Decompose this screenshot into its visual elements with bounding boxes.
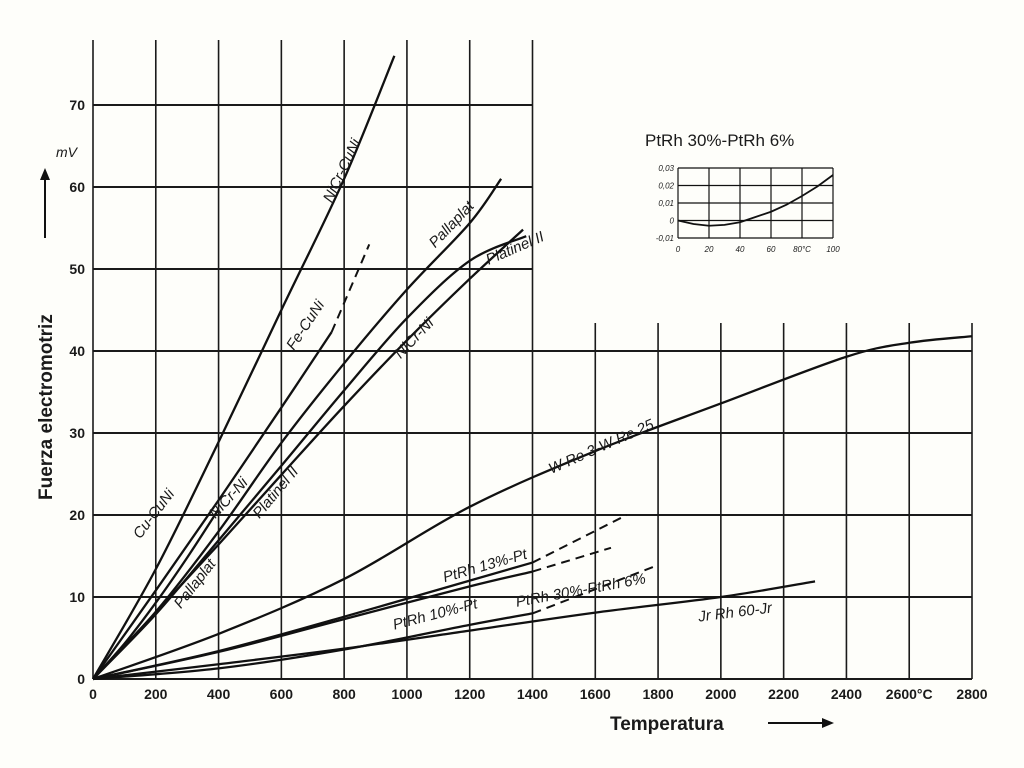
series-line-pallaplat bbox=[92, 178, 503, 680]
inset-x-tick-2: 40 bbox=[736, 245, 745, 254]
y-tick-label-0: 0 bbox=[77, 671, 85, 687]
axis-ticks: 0 200 400 600 800 1000 1200 1400 1600 1800 2000 220… bbox=[69, 97, 987, 702]
series-line-ptrh-30-ptrh-6- bbox=[92, 612, 533, 681]
x-tick-label-14: 2800 bbox=[956, 686, 987, 702]
x-tick-label-2: 400 bbox=[207, 686, 231, 702]
inset-x-tick-3: 60 bbox=[767, 245, 776, 254]
series-line-fe-cuni bbox=[92, 331, 333, 680]
series-line-ptrh-30-ptrh-6-extrapolaci-n- bbox=[532, 564, 659, 615]
y-tick-label-3: 30 bbox=[69, 425, 85, 441]
x-tick-label-12: 2400 bbox=[831, 686, 862, 702]
x-tick-label-10: 2000 bbox=[705, 686, 736, 702]
y-tick-label-5: 50 bbox=[69, 261, 85, 277]
inset-grid bbox=[677, 167, 834, 239]
grid-lines bbox=[92, 40, 973, 680]
inset-x-tick-1: 20 bbox=[704, 245, 714, 254]
inset-x-tick-5: 100 bbox=[826, 245, 840, 254]
inset-y-tick-4: -0,01 bbox=[656, 234, 674, 243]
inset-y-tick-0: 0,03 bbox=[658, 164, 674, 173]
y-axis-label: Fuerza electromotriz bbox=[36, 314, 57, 500]
series-line-ptrh-10-pt-extrapolaci-n- bbox=[532, 546, 612, 573]
inset-y-tick-1: 0,02 bbox=[658, 182, 674, 191]
curve-label-1: Fe-CuNi bbox=[283, 297, 328, 353]
curve-label-13: Jr Rh 60-Jr bbox=[696, 599, 774, 625]
inset-y-tick-2: 0,01 bbox=[658, 199, 674, 208]
inset-y-tick-3: 0 bbox=[670, 217, 675, 226]
x-tick-label-4: 800 bbox=[332, 686, 356, 702]
inset-x-tick-0: 0 bbox=[676, 245, 681, 254]
x-tick-label-13: 2600°C bbox=[886, 686, 933, 702]
series-line-ptrh-10-pt bbox=[92, 570, 533, 681]
x-tick-label-6: 1200 bbox=[454, 686, 485, 702]
y-tick-label-2: 20 bbox=[69, 507, 85, 523]
series-curves bbox=[92, 55, 973, 681]
x-tick-label-3: 600 bbox=[270, 686, 294, 702]
inset-title: PtRh 30%-PtRh 6% bbox=[645, 131, 794, 150]
curve-label-5: Cu-CuNi bbox=[130, 486, 179, 543]
series-line-w-re-3-w-re-25 bbox=[92, 335, 973, 681]
inset-x-tick-4: 80°C bbox=[793, 245, 811, 254]
y-tick-label-4: 40 bbox=[69, 343, 85, 359]
curve-label-0: NiCr-CuNi bbox=[320, 136, 365, 205]
x-tick-label-0: 0 bbox=[89, 686, 97, 702]
x-tick-label-1: 200 bbox=[144, 686, 168, 702]
series-line-jr-rh-60-jr bbox=[92, 580, 816, 681]
series-line-fe-cuni-extrapolaci-n- bbox=[330, 244, 371, 333]
curve-label-11: PtRh 10%-Pt bbox=[391, 595, 480, 634]
series-line-platinel-ii bbox=[92, 235, 527, 680]
series-line-nicr-cuni bbox=[92, 55, 396, 680]
inset-curve bbox=[677, 174, 834, 227]
x-tick-label-5: 1000 bbox=[391, 686, 422, 702]
x-tick-label-11: 2200 bbox=[768, 686, 799, 702]
curve-label-4: NiCr-Ni bbox=[391, 314, 438, 362]
x-tick-label-8: 1600 bbox=[580, 686, 611, 702]
y-tick-label-6: 60 bbox=[69, 179, 85, 195]
inset-ticks: 0 20 40 60 80°C 1000,030,020,010-0,01 bbox=[656, 164, 840, 254]
y-tick-label-7: 70 bbox=[69, 97, 85, 113]
curve-label-3: Platinel II bbox=[483, 228, 546, 268]
y-axis-unit: mV bbox=[56, 144, 79, 160]
y-axis-arrow-head bbox=[40, 168, 50, 180]
curve-label-10: PtRh 13%-Pt bbox=[441, 546, 530, 587]
series-line-ptrh-13-pt-extrapolaci-n- bbox=[532, 514, 628, 564]
inset-chart: PtRh 30%-PtRh 6% 0 20 40 60 80°C 100 0,03 0,02 0… bbox=[645, 131, 840, 254]
x-tick-label-7: 1400 bbox=[517, 686, 548, 702]
y-tick-label-1: 10 bbox=[69, 589, 85, 605]
x-axis-arrow-head bbox=[822, 718, 834, 728]
x-tick-label-9: 1800 bbox=[642, 686, 673, 702]
curve-label-9: W Re 3-W Re 25 bbox=[546, 416, 657, 478]
curve-label-12: PtRh 30%-PtRh 6% bbox=[514, 570, 647, 610]
x-axis-label: Temperatura bbox=[610, 714, 724, 735]
